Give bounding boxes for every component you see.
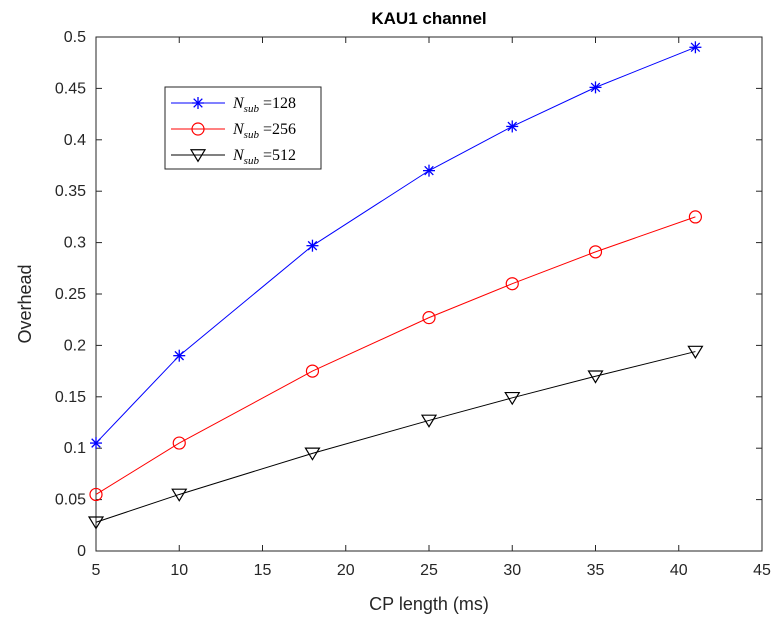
- x-tick-label: 35: [587, 562, 605, 579]
- legend-label-value: =512: [259, 147, 296, 164]
- series-3: [87, 345, 704, 530]
- y-axis-label: Overhead: [15, 264, 35, 343]
- legend-marker: [191, 122, 205, 136]
- data-point: [587, 370, 604, 384]
- y-tick-label: 0: [77, 543, 86, 560]
- y-tick-label: 0.1: [64, 440, 86, 457]
- legend-label-sub: sub: [244, 103, 260, 115]
- asterisk-stroke: [507, 121, 518, 132]
- y-tick-label: 0.3: [64, 235, 86, 252]
- data-point: [89, 487, 103, 502]
- y-tick-label: 0.5: [64, 29, 86, 46]
- legend-label-main: N: [232, 147, 245, 164]
- x-tick-label: 20: [337, 562, 355, 579]
- data-point: [422, 311, 436, 325]
- asterisk-stroke: [590, 82, 601, 93]
- data-point: [306, 239, 319, 252]
- data-point: [173, 349, 186, 362]
- asterisk-stroke: [424, 165, 434, 176]
- asterisk-stroke: [174, 350, 185, 361]
- y-tick-label: 0.35: [55, 183, 86, 200]
- series-2: [89, 210, 703, 502]
- chart-title: KAU1 channel: [371, 9, 486, 28]
- data-point: [506, 120, 519, 133]
- data-point: [90, 437, 102, 450]
- series-line: [95, 351, 696, 523]
- legend-label: Nsub =256: [232, 121, 296, 141]
- asterisk-stroke: [193, 98, 203, 108]
- data-point: [505, 277, 519, 291]
- data-point: [504, 391, 521, 406]
- legend-label-main: N: [232, 121, 245, 138]
- y-tick-label: 0.2: [64, 337, 86, 354]
- x-tick-label: 25: [420, 562, 438, 579]
- x-axis-label: CP length (ms): [369, 594, 489, 614]
- axes: 5 10 15 20 25 30 35 40 45 0 0.05 0.1 0.15 0.2 0.25 0.3 0…: [55, 29, 771, 579]
- series-1: [90, 41, 702, 450]
- data-point: [423, 164, 435, 177]
- asterisk-stroke: [690, 42, 701, 53]
- y-tick-label: 0.45: [55, 80, 86, 97]
- data-point: [87, 516, 105, 530]
- legend-marker: [189, 149, 207, 163]
- x-tick-label: 10: [170, 562, 188, 579]
- data-point: [305, 364, 320, 378]
- legend-entry: Nsub =256: [171, 121, 296, 141]
- series-line: [95, 216, 696, 495]
- legend-label: Nsub =128: [232, 95, 296, 115]
- series-layer: [87, 41, 704, 530]
- legend-marker: [192, 97, 204, 109]
- data-point: [687, 345, 704, 360]
- data-point: [588, 245, 603, 259]
- legend-entry: Nsub =128: [171, 95, 296, 115]
- x-tick-label: 30: [503, 562, 521, 579]
- legend-label-value: =128: [259, 95, 296, 112]
- legend-label-sub: sub: [244, 155, 260, 167]
- asterisk-stroke: [91, 438, 101, 448]
- asterisk-stroke: [307, 240, 318, 251]
- data-point: [688, 210, 703, 224]
- data-point: [172, 436, 186, 450]
- y-tick-label: 0.05: [55, 492, 86, 509]
- data-point: [304, 447, 321, 461]
- data-point: [171, 488, 188, 502]
- legend-label-sub: sub: [244, 129, 260, 141]
- legend-label-value: =256: [259, 121, 296, 138]
- data-point: [420, 414, 438, 428]
- x-tick-label: 45: [753, 562, 771, 579]
- data-point: [589, 81, 602, 94]
- legend-entry: Nsub =512: [171, 147, 296, 167]
- y-tick-label: 0.25: [55, 286, 86, 303]
- y-tick-label: 0.15: [55, 389, 86, 406]
- x-tick-label: 5: [92, 562, 101, 579]
- data-point: [689, 41, 702, 54]
- y-tick-label: 0.4: [64, 132, 86, 149]
- legend-label-main: N: [232, 95, 245, 112]
- legend-label: Nsub =512: [232, 147, 296, 167]
- x-tick-label: 15: [254, 562, 272, 579]
- x-tick-label: 40: [670, 562, 688, 579]
